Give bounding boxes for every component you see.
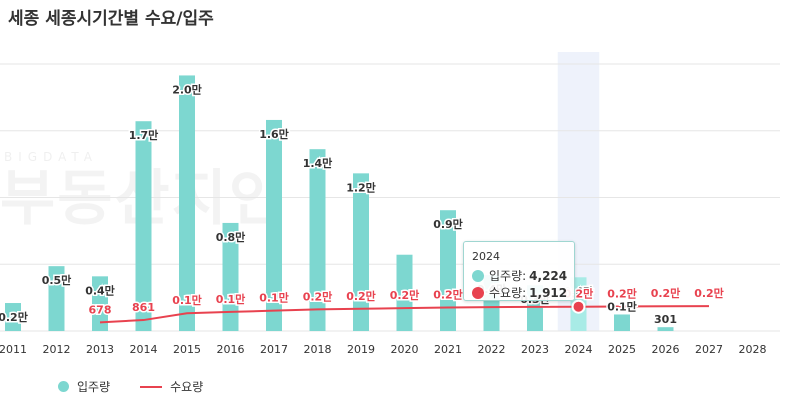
bar	[92, 276, 108, 331]
demand-line	[99, 305, 710, 324]
line-value-label: 0.2만	[651, 286, 681, 300]
bar-value-label: 1.2만	[346, 180, 376, 194]
bar	[614, 314, 630, 331]
bar-value-label: 0.1만	[607, 299, 637, 313]
x-tick-label: 2021	[434, 343, 462, 356]
line-value-label: 0.2만	[346, 289, 376, 303]
x-tick-label: 2026	[652, 343, 680, 356]
bar-value-label: 2.0만	[172, 82, 202, 96]
x-tick-label: 2012	[43, 343, 71, 356]
bar-value-label: 0.9만	[433, 217, 463, 231]
legend-supply-label: 입주량	[77, 380, 111, 394]
legend-item-demand[interactable]: 수요량	[140, 378, 203, 395]
bar	[396, 254, 413, 331]
tooltip-supply-label: 입주량:	[489, 269, 527, 283]
bar-value-label: 0.8만	[216, 230, 246, 244]
x-tick-label: 2017	[260, 343, 288, 356]
legend-demand-label: 수요량	[170, 380, 204, 394]
legend-item-supply[interactable]: 입주량	[58, 378, 110, 395]
legend-demand-swatch	[140, 385, 163, 388]
line-value-label: 0.2만	[433, 287, 463, 301]
x-tick-label: 2028	[739, 343, 767, 356]
line-value-label: 861	[132, 301, 155, 314]
chart-svg: 0.2만 0.5만 0.4만 1.7만 2.0만 0.8만 1.6만 1.4만 1.2만 0.9만…	[0, 52, 780, 356]
bar	[5, 303, 21, 331]
chart-legend: 입주량 수요량	[58, 378, 233, 395]
x-tick-label: 2014	[130, 343, 158, 356]
bar	[266, 119, 282, 331]
line-value-label: 0.2만	[303, 289, 333, 303]
line-value-label: 678	[89, 303, 112, 316]
bar	[657, 327, 674, 331]
bar	[353, 173, 369, 331]
line-value-label: 0.2만	[607, 286, 637, 300]
watermark-small: BIGDATA	[4, 150, 98, 164]
tooltip-supply-dot	[472, 269, 484, 282]
x-tick-label: 2015	[173, 343, 201, 356]
line-value-label: 0.2만	[694, 286, 724, 300]
x-tick-label: 2016	[217, 343, 245, 356]
tooltip-supply-value: 4,224	[529, 268, 568, 283]
x-tick-label: 2022	[478, 343, 506, 356]
bar	[222, 222, 239, 331]
tooltip-demand-row: 수요량: 1,912	[472, 284, 567, 301]
x-tick-label: 2020	[391, 343, 419, 356]
x-tick-label: 2019	[347, 343, 375, 356]
x-tick-label: 2011	[0, 343, 27, 356]
line-value-label: 0.1만	[216, 292, 246, 306]
demand-point-marker	[571, 299, 586, 314]
bar-value-label: 1.4만	[303, 156, 333, 170]
line-value-label: 0.2만	[390, 288, 420, 302]
bar-value-label: 1.7만	[129, 128, 159, 142]
tooltip-year: 2024	[472, 250, 500, 263]
legend-supply-swatch	[58, 381, 69, 392]
tooltip-demand-label: 수요량:	[489, 286, 527, 300]
line-value-label: 0.1만	[172, 293, 202, 307]
bar	[179, 75, 195, 331]
bar	[48, 266, 65, 331]
bar-value-label: 1.6만	[259, 127, 289, 141]
bar-value-label: 0.4만	[85, 283, 115, 297]
bar-value-label: 0.2만	[0, 310, 28, 324]
bar	[440, 210, 456, 331]
chart-title: 세종 세종시기간별 수요/입주	[8, 9, 214, 29]
tooltip-supply-row: 입주량: 4,224	[472, 267, 567, 284]
x-tick-label: 2027	[695, 343, 723, 356]
bar	[309, 149, 326, 331]
chart-tooltip: 2024 입주량: 4,224 수요량: 1,912	[463, 241, 575, 301]
x-tick-label: 2018	[304, 343, 332, 356]
bar	[135, 121, 152, 331]
bar-value-label: 0.5만	[42, 273, 72, 287]
x-tick-label: 2024	[565, 343, 593, 356]
x-tick-label: 2013	[86, 343, 114, 356]
line-value-label: 0.1만	[259, 291, 289, 305]
x-tick-label: 2025	[608, 343, 636, 356]
tooltip-demand-dot	[472, 286, 484, 299]
tooltip-demand-value: 1,912	[529, 285, 568, 300]
x-tick-label: 2023	[521, 343, 549, 356]
bar-value-label: 301	[654, 313, 677, 326]
